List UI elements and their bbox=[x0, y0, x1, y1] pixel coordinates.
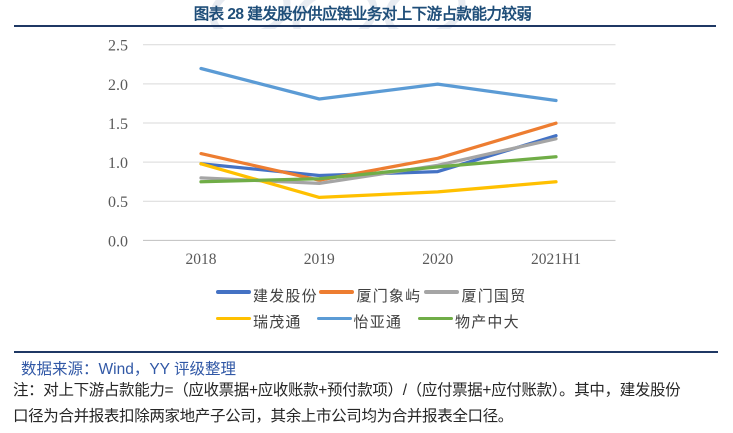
svg-text:2019: 2019 bbox=[304, 251, 335, 268]
svg-text:0.5: 0.5 bbox=[108, 194, 128, 211]
svg-text:2.0: 2.0 bbox=[108, 77, 128, 94]
svg-text:1.5: 1.5 bbox=[108, 116, 128, 133]
svg-text:2018: 2018 bbox=[186, 251, 217, 268]
svg-text:2.5: 2.5 bbox=[108, 38, 128, 55]
svg-text:0.0: 0.0 bbox=[108, 233, 128, 250]
svg-text:2021H1: 2021H1 bbox=[531, 251, 581, 268]
svg-text:2020: 2020 bbox=[422, 251, 453, 268]
svg-text:1.0: 1.0 bbox=[108, 155, 128, 172]
